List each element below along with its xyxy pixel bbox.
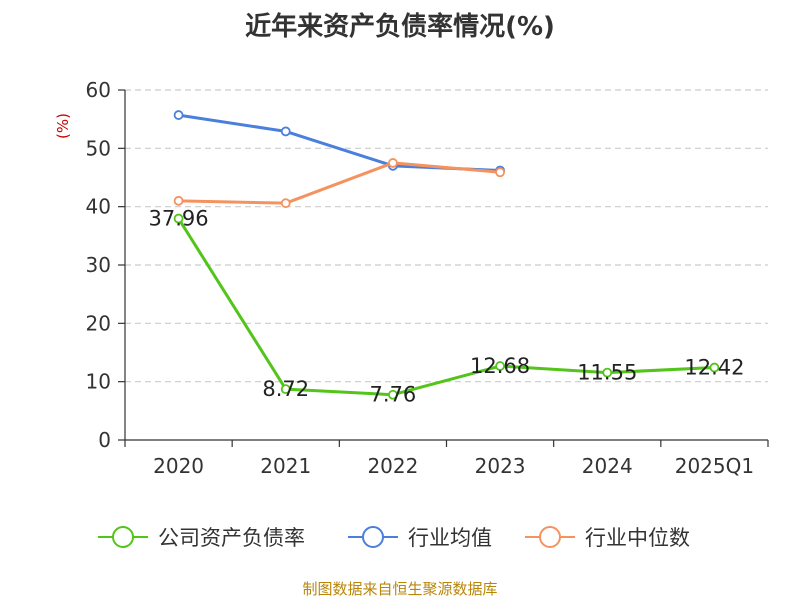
data-point: [495, 167, 505, 178]
axes: [118, 89, 769, 447]
data-point: [173, 213, 184, 224]
data-label: 11.55: [577, 361, 637, 385]
y-tick-label: 40: [86, 195, 111, 219]
data-point: [495, 361, 505, 371]
x-tick-label: 2024: [582, 454, 633, 478]
data-label: 7.76: [370, 383, 417, 407]
y-tick-labels: 0 10 20 30 40 50 60: [86, 78, 111, 452]
data-label: 12.42: [684, 356, 744, 380]
data-point: [602, 367, 613, 378]
y-tick-label: 0: [98, 428, 111, 452]
legend-marker: [112, 526, 134, 548]
x-tick-label: 2023: [475, 454, 526, 478]
data-point: [173, 110, 184, 120]
series-line-2: [178, 161, 501, 205]
y-tick-label: 20: [86, 311, 111, 335]
data-label: 8.72: [262, 377, 309, 401]
data-point: [280, 384, 291, 395]
y-tick-label: 10: [86, 370, 111, 394]
series-line-1: [178, 113, 501, 172]
data-labels: 37.96 8.72 7.76 12.68 11.55 12.42: [149, 207, 745, 407]
data-point: [388, 389, 398, 400]
data-source-note: 制图数据来自恒生聚源数据库: [302, 580, 498, 598]
data-point: [173, 195, 184, 206]
y-tick-label: 50: [86, 136, 111, 160]
data-point: [280, 126, 291, 137]
x-tick-label: 2021: [260, 454, 311, 478]
y-axis-unit-label: (%): [54, 113, 72, 139]
data-point: [388, 158, 398, 168]
series-lines: [173, 110, 720, 400]
data-label: 12.68: [470, 354, 530, 378]
data-point: [280, 198, 291, 209]
y-tick-label: 30: [86, 253, 111, 277]
legend-label: 行业中位数: [585, 526, 690, 550]
x-tick-label: 2020: [153, 454, 204, 478]
legend-label: 行业均值: [408, 526, 492, 550]
x-tick-label: 2025Q1: [675, 454, 754, 478]
legend-marker: [539, 526, 561, 548]
legend: 公司资产负债率 行业均值 行业中位数: [98, 526, 690, 550]
series-line-0: [177, 217, 715, 397]
legend-marker: [362, 526, 384, 548]
data-point: [709, 362, 720, 373]
legend-label: 公司资产负债率: [158, 526, 305, 550]
y-tick-label: 60: [86, 78, 111, 102]
x-tick-label: 2022: [367, 454, 418, 478]
grid-lines: [125, 89, 768, 383]
x-tick-labels: 2020 2021 2022 2023 2024 2025Q1: [153, 454, 754, 478]
data-label: 37.96: [149, 207, 209, 231]
chart-title: 近年来资产负债率情况(%): [245, 12, 555, 42]
